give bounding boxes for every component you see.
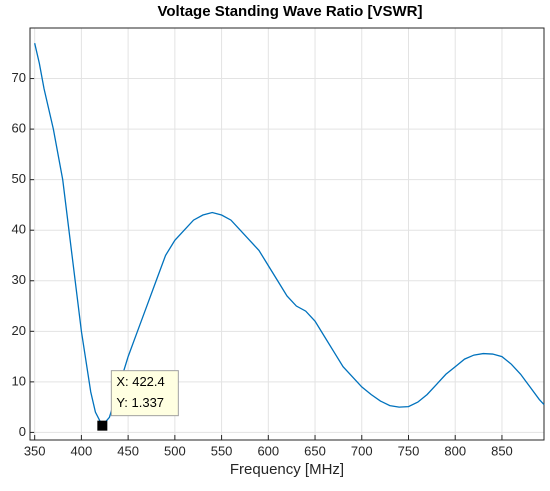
x-tick-label: 400 (71, 443, 93, 458)
x-tick-label: 700 (351, 443, 373, 458)
datatip-label: Y: 1.337 (116, 395, 164, 410)
x-tick-label: 800 (444, 443, 466, 458)
axes-box (29, 27, 545, 441)
datatip-box (110, 370, 179, 417)
datatip-label: X: 422.4 (116, 374, 164, 389)
y-tick-label: 70 (12, 70, 26, 85)
y-tick-label: 0 (19, 424, 26, 439)
y-tick-label: 20 (12, 323, 26, 338)
y-tick-label: 40 (12, 222, 26, 237)
y-tick-label: 50 (12, 171, 26, 186)
x-tick-label: 550 (211, 443, 233, 458)
x-tick-label: 600 (257, 443, 279, 458)
x-axis-label: Frequency [MHz] (230, 461, 344, 478)
chart-title: Voltage Standing Wave Ratio [VSWR] (157, 3, 422, 20)
datatip-marker (97, 420, 108, 431)
x-tick-label: 750 (398, 443, 420, 458)
x-tick-label: 350 (24, 443, 46, 458)
y-tick-label: 30 (12, 272, 26, 287)
y-tick-label: 10 (12, 373, 26, 388)
y-tick-label: 60 (12, 121, 26, 136)
x-tick-label: 850 (491, 443, 513, 458)
x-tick-label: 500 (164, 443, 186, 458)
plot-area (30, 28, 544, 440)
x-tick-label: 650 (304, 443, 326, 458)
x-tick-label: 450 (117, 443, 139, 458)
